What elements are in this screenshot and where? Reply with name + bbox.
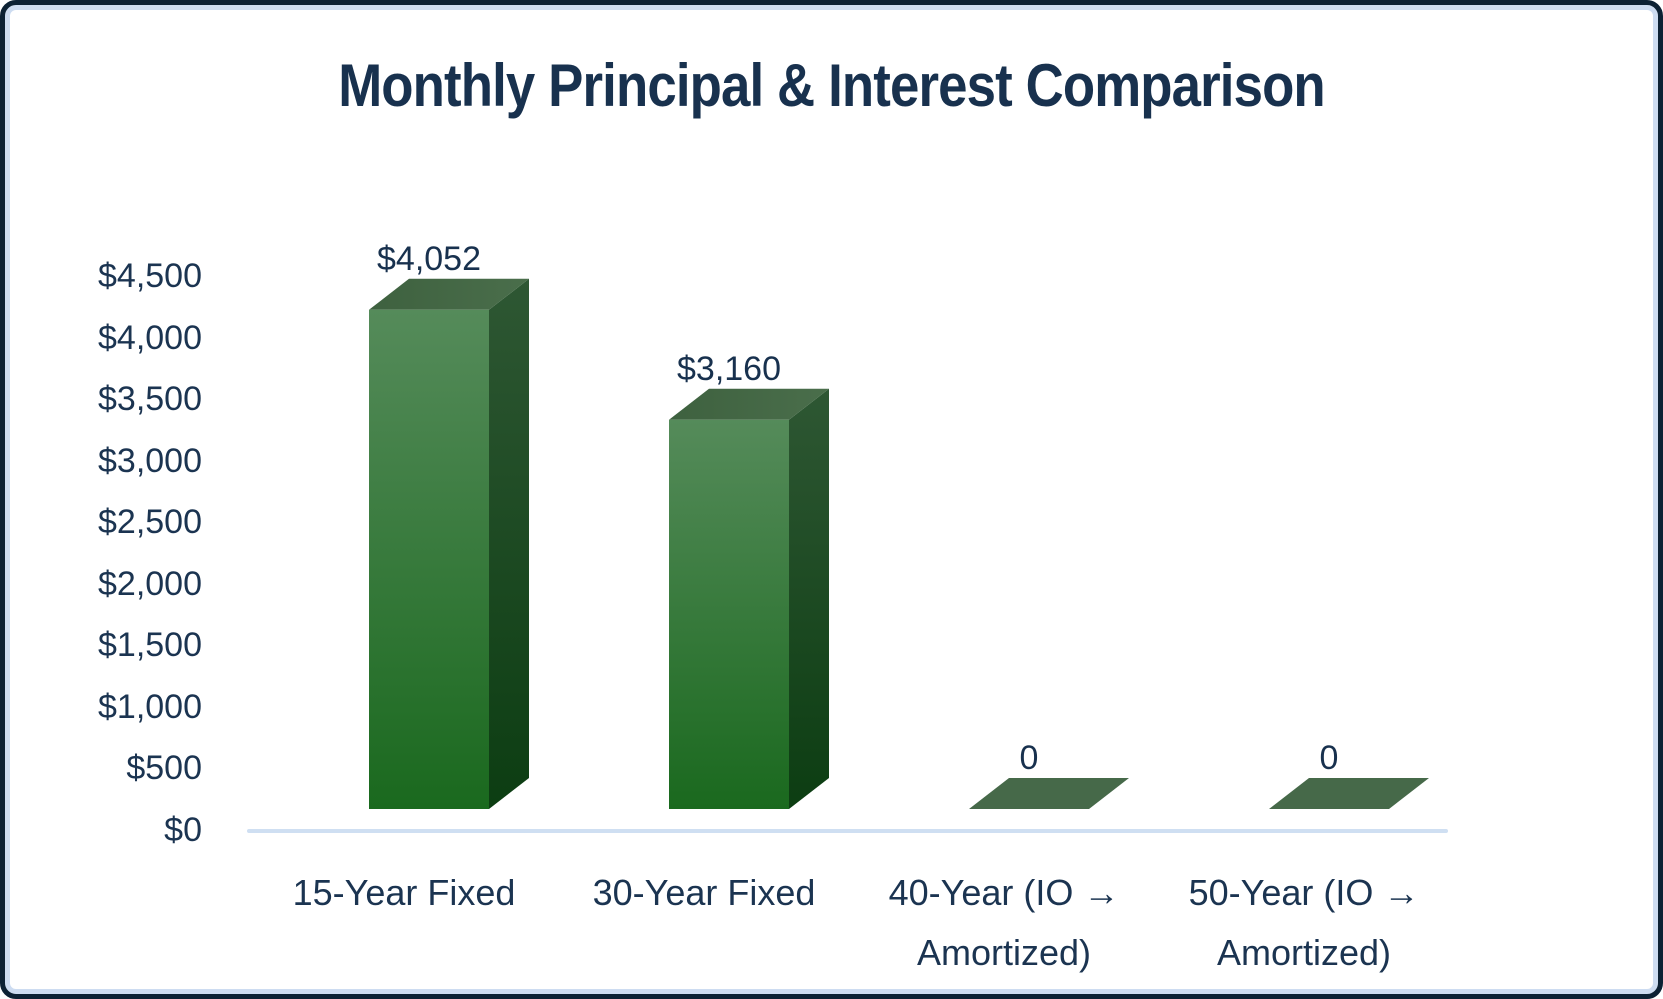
x-axis-category-label-line: 40-Year (IO → [888,872,1120,913]
y-axis-tick-label: $3,000 [98,441,202,480]
y-axis-tick-label: $4,000 [98,318,202,357]
y-axis-tick-label: $500 [126,749,202,788]
bar-value-label: 0 [1319,739,1339,777]
bar-front-face [369,309,489,809]
x-axis-category-label: 15-Year Fixed [234,863,574,923]
bars-group [369,278,1429,810]
x-axis-category-label-line: 50-Year (IO → [1188,872,1420,913]
y-axis-tick-label: $2,000 [98,564,202,603]
x-axis-category-label: 30-Year Fixed [534,863,874,923]
x-axis-category-label: 40-Year (IO → Amortized) [834,863,1174,983]
bar-value-label: $3,160 [677,349,781,388]
bar-zero-face [969,778,1129,809]
x-axis-category-label-line: Amortized) [1216,932,1392,973]
y-axis-tick-label: $4,500 [98,257,202,295]
bar-zero-face [1269,778,1429,809]
bar-side-face [789,388,829,809]
x-axis-baseline [247,829,1448,833]
y-axis-tick-label: $0 [164,811,202,850]
bar-front-face [669,419,789,809]
y-axis-tick-label: $1,000 [98,687,202,726]
y-axis-tick-label: $1,500 [98,626,202,665]
bars-canvas [369,278,1429,810]
x-axis-category-label: 50-Year (IO → Amortized) [1134,863,1474,983]
bar-side-face [489,278,529,810]
chart-title: Monthly Principal & Interest Comparison [338,52,1325,119]
bar-top-face [369,278,529,310]
bar-top-face [669,388,829,420]
y-axis-tick-label: $2,500 [98,503,202,542]
x-axis-category-label-line: 15-Year Fixed [292,872,516,913]
bar-value-label: $4,052 [377,239,481,278]
x-axis-category-label-line: Amortized) [916,932,1092,973]
bar-value-label: 0 [1019,739,1039,777]
x-axis-category-label-line: 30-Year Fixed [592,872,816,913]
y-axis-tick-label: $3,500 [98,380,202,419]
